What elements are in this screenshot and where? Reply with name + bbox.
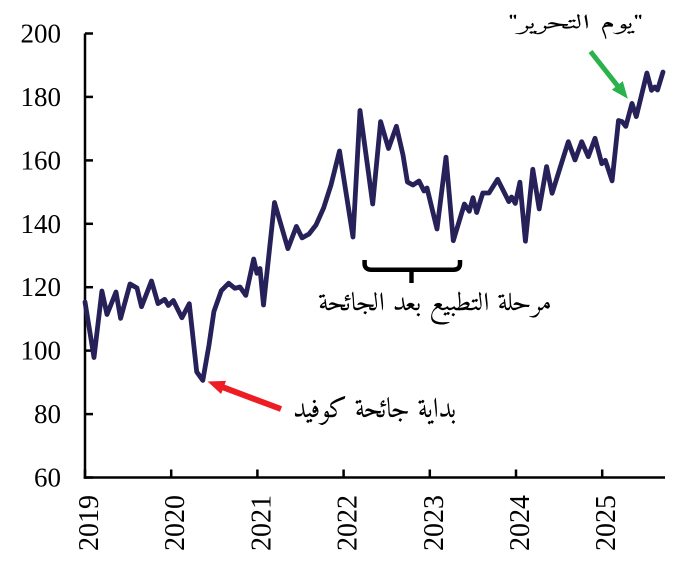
svg-text:2025: 2025 — [591, 495, 622, 551]
svg-text:2020: 2020 — [160, 495, 191, 551]
svg-text:2022: 2022 — [333, 495, 364, 551]
svg-text:180: 180 — [21, 82, 62, 112]
svg-text:80: 80 — [34, 399, 61, 429]
svg-text:200: 200 — [21, 19, 62, 49]
svg-text:120: 120 — [21, 272, 62, 302]
svg-text:2021: 2021 — [246, 495, 277, 551]
svg-text:2024: 2024 — [505, 495, 536, 551]
svg-text:100: 100 — [21, 336, 62, 366]
svg-text:60: 60 — [34, 463, 61, 493]
svg-text:160: 160 — [21, 145, 62, 175]
svg-text:2023: 2023 — [419, 495, 450, 551]
svg-text:2019: 2019 — [74, 495, 105, 551]
svg-text:140: 140 — [21, 209, 62, 239]
